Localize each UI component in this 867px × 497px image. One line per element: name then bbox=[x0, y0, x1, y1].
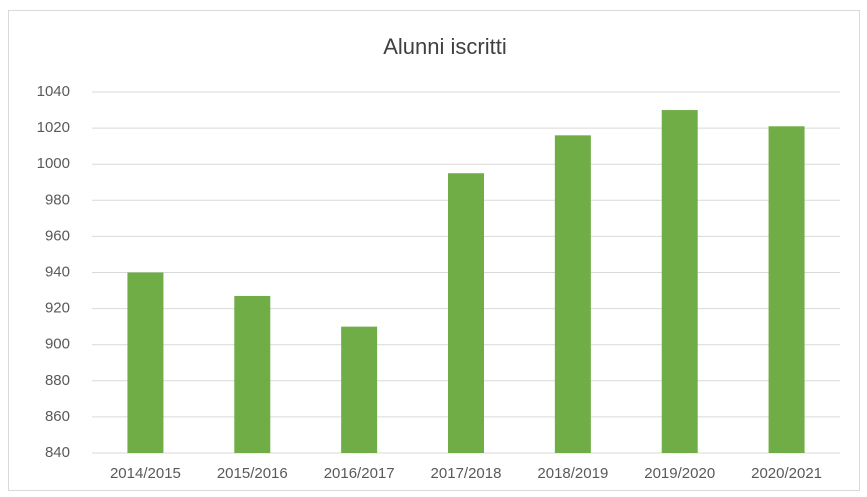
x-tick-label: 2019/2020 bbox=[644, 465, 715, 482]
y-tick-label: 1020 bbox=[37, 119, 70, 136]
bar bbox=[127, 272, 164, 453]
bar bbox=[341, 326, 378, 453]
y-tick-label: 840 bbox=[45, 444, 70, 461]
y-tick-label: 1000 bbox=[37, 155, 70, 172]
y-tick-label: 1040 bbox=[37, 83, 70, 100]
y-tick-label: 940 bbox=[45, 263, 70, 280]
x-tick-label: 2018/2019 bbox=[537, 465, 608, 482]
bar bbox=[448, 173, 484, 453]
chart-title: Alunni iscritti bbox=[383, 34, 506, 59]
bar bbox=[768, 126, 805, 454]
y-tick-label: 880 bbox=[45, 372, 70, 389]
x-tick-label: 2016/2017 bbox=[324, 465, 395, 482]
y-tick-label: 900 bbox=[45, 336, 70, 353]
x-tick-label: 2020/2021 bbox=[751, 465, 822, 482]
x-tick-label: 2015/2016 bbox=[217, 465, 288, 482]
y-tick-label: 860 bbox=[45, 408, 70, 425]
y-tick-label: 920 bbox=[45, 300, 70, 317]
bar bbox=[661, 110, 698, 454]
x-tick-label: 2017/2018 bbox=[431, 465, 502, 482]
y-tick-label: 960 bbox=[45, 227, 70, 244]
y-tick-label: 980 bbox=[45, 191, 70, 208]
bar bbox=[554, 135, 591, 453]
x-tick-label: 2014/2015 bbox=[110, 465, 181, 482]
bar bbox=[234, 295, 271, 453]
